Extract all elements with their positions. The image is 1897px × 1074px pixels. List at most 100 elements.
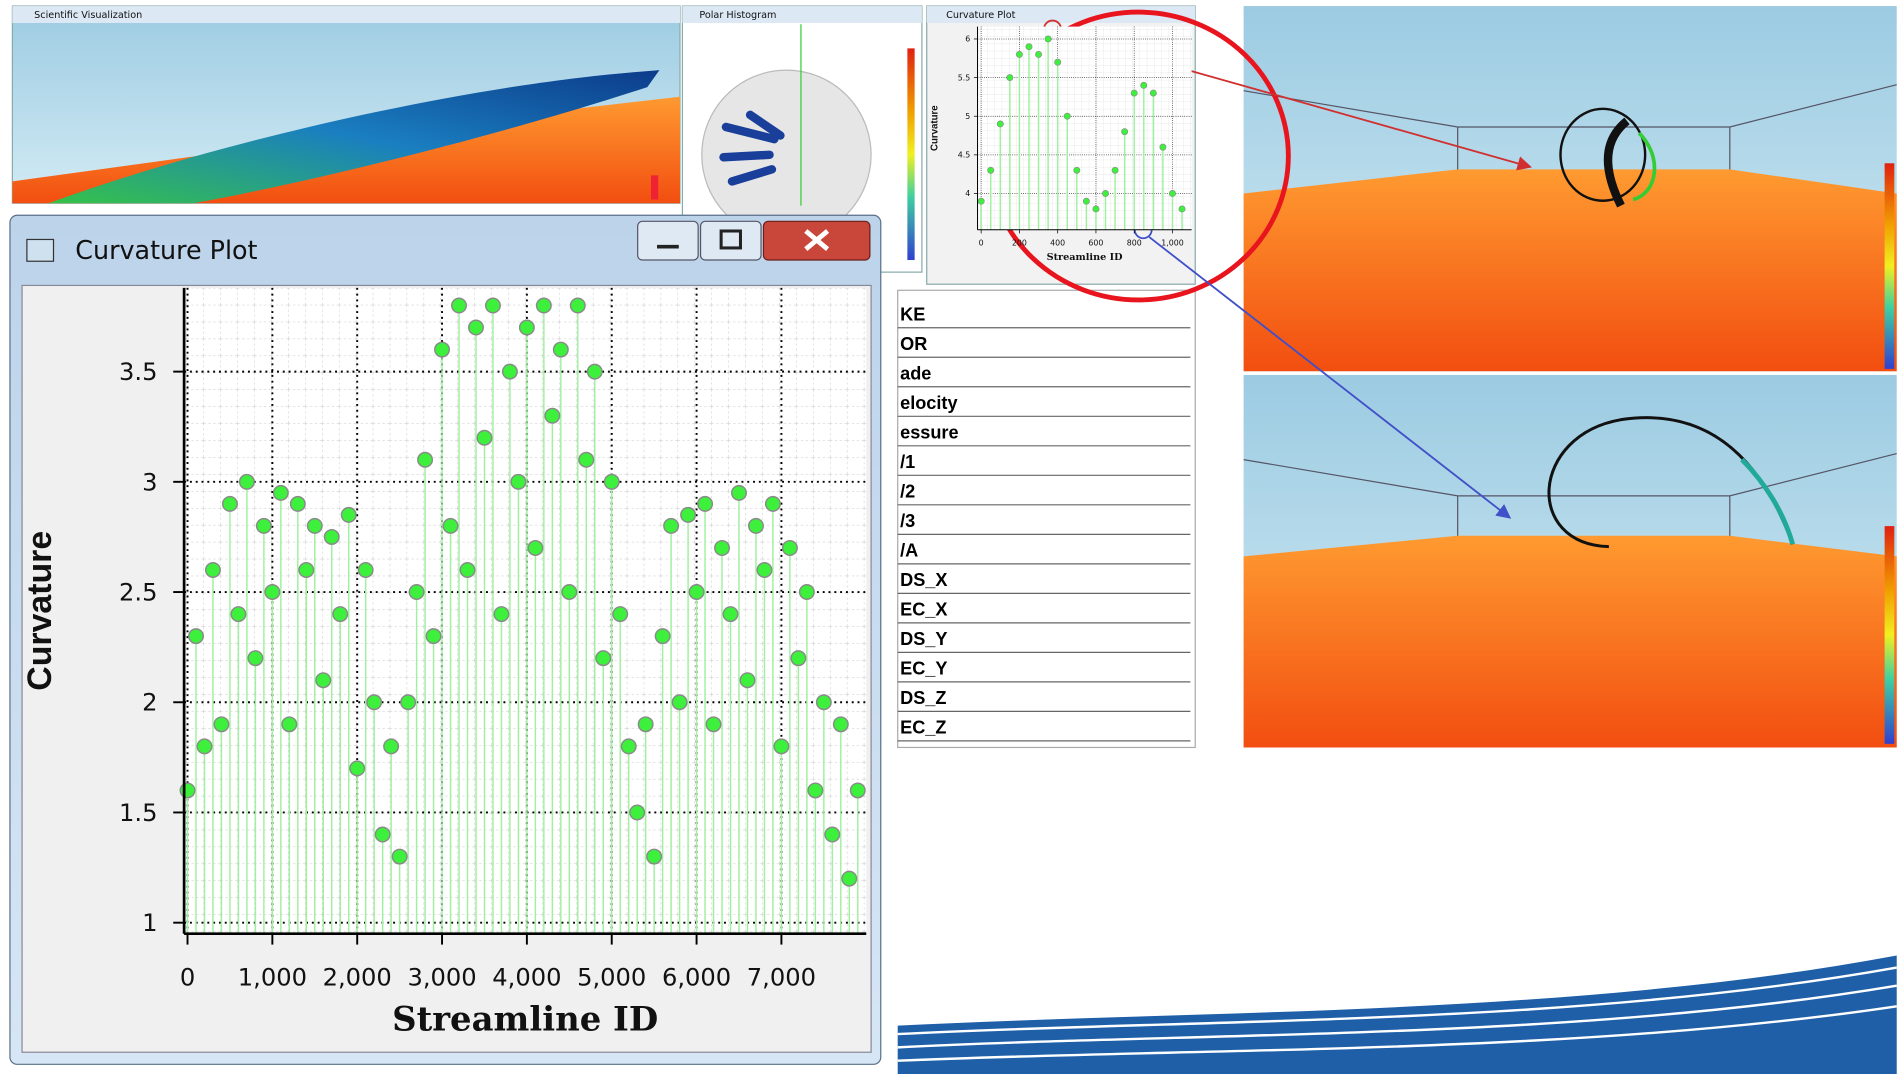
colorbar: [651, 175, 658, 199]
point: [1045, 36, 1051, 42]
point: [647, 849, 662, 864]
point: [291, 497, 306, 512]
point: [274, 486, 289, 501]
point: [1169, 190, 1175, 196]
x-tick-label: 200: [1012, 239, 1027, 248]
view-bottom: [1244, 375, 1897, 748]
minimize-button[interactable]: [638, 221, 698, 260]
point: [1141, 82, 1147, 88]
point: [426, 629, 441, 644]
point: [988, 167, 994, 173]
point: [265, 585, 280, 600]
x-tick-label: 7,000: [747, 964, 816, 992]
point: [800, 585, 815, 600]
x-axis-label: Streamline ID: [1047, 252, 1123, 263]
point: [358, 563, 373, 578]
axis-label: KE: [900, 305, 925, 325]
point: [774, 739, 789, 754]
point: [537, 298, 552, 313]
x-tick-label: 600: [1088, 239, 1103, 248]
point: [740, 673, 755, 688]
y-tick-label: 3: [142, 468, 157, 496]
point: [613, 607, 628, 622]
point: [638, 717, 653, 732]
point: [418, 453, 433, 468]
point: [511, 475, 526, 490]
x-tick-label: 6,000: [662, 964, 731, 992]
point: [689, 585, 704, 600]
point: [214, 717, 229, 732]
maximize-button[interactable]: [701, 221, 761, 260]
point: [375, 827, 390, 842]
colorbar: [1885, 163, 1895, 369]
y-tick-label: 5.5: [958, 73, 971, 82]
point: [1131, 90, 1137, 96]
x-tick-label: 1,000: [238, 964, 307, 992]
x-tick-label: 0: [180, 964, 195, 992]
point: [842, 871, 857, 886]
point: [486, 298, 501, 313]
point: [231, 607, 246, 622]
window-icon: [27, 239, 54, 261]
point: [257, 519, 272, 534]
axis-label: /3: [900, 511, 915, 531]
y-tick-label: 4.5: [958, 151, 971, 160]
point: [588, 364, 603, 379]
x-tick-label: 2,000: [323, 964, 392, 992]
point: [341, 508, 356, 523]
x-tick-label: 4,000: [492, 964, 561, 992]
y-tick-label: 1.5: [119, 799, 157, 827]
x-tick-label: 400: [1050, 239, 1065, 248]
point: [783, 541, 798, 556]
point: [664, 519, 679, 534]
y-tick-label: 6: [965, 35, 970, 44]
x-tick-label: 1,000: [1161, 239, 1184, 248]
point: [554, 342, 569, 357]
point: [384, 739, 399, 754]
axis-label: DS_X: [900, 570, 947, 590]
y-tick-label: 3.5: [119, 358, 157, 386]
x-tick-label: 3,000: [407, 964, 476, 992]
point: [367, 695, 382, 710]
point: [197, 739, 212, 754]
point: [579, 453, 594, 468]
viz-window: Scientific Visualization: [12, 6, 680, 203]
x-tick-label: 800: [1127, 239, 1142, 248]
point: [604, 475, 619, 490]
point: [655, 629, 670, 644]
axis-label: OR: [900, 334, 927, 354]
x-tick-label: 0: [979, 239, 984, 248]
view-top: [1244, 6, 1897, 371]
y-axis-label: Curvature: [21, 531, 59, 691]
colorbar: [907, 48, 914, 260]
point: [545, 408, 560, 423]
y-tick-label: 5: [965, 112, 970, 121]
point: [1007, 74, 1013, 80]
point: [757, 563, 772, 578]
y-tick-label: 4: [965, 189, 970, 198]
point: [392, 849, 407, 864]
point: [851, 783, 866, 798]
point: [1102, 190, 1108, 196]
point: [520, 320, 535, 335]
point: [571, 298, 586, 313]
page: Scientific Visualization Polar Histogram…: [0, 0, 1897, 1074]
point: [1150, 90, 1156, 96]
point: [223, 497, 238, 512]
point: [503, 364, 518, 379]
point: [621, 739, 636, 754]
axis-label: DS_Y: [900, 629, 947, 649]
swoosh: [898, 955, 1897, 1074]
point: [997, 121, 1003, 127]
parallel-panel: KEORadeelocityessure/1/2/3/ADS_XEC_XDS_Y…: [898, 290, 1196, 747]
point: [435, 342, 450, 357]
point: [791, 651, 806, 666]
panel-frame: [898, 290, 1196, 747]
point: [825, 827, 840, 842]
point: [1179, 206, 1185, 212]
point: [248, 651, 263, 666]
point: [494, 607, 509, 622]
point: [766, 497, 781, 512]
point: [401, 695, 416, 710]
point: [1016, 51, 1022, 57]
